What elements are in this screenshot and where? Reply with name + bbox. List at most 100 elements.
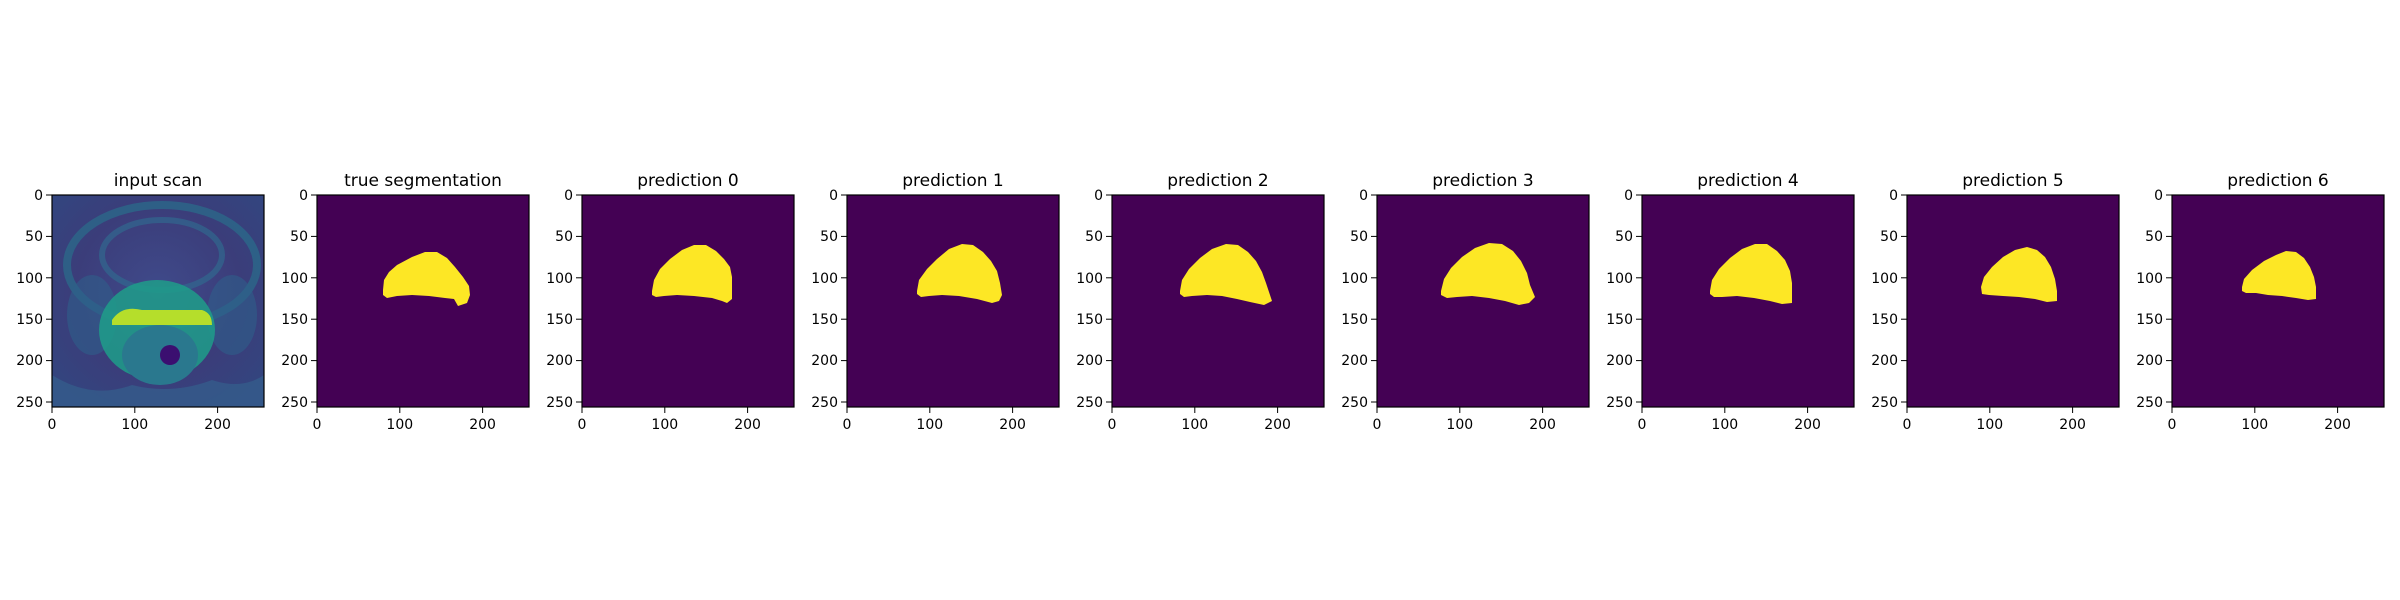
x-tick-label: 100	[386, 417, 413, 433]
x-tick-label: 0	[48, 417, 57, 433]
y-tick-label: 0	[299, 188, 308, 204]
y-tick-label: 200	[1606, 353, 1633, 369]
y-tick-label: 50	[290, 229, 308, 245]
mask-background	[582, 195, 794, 407]
x-tick-label: 100	[1446, 417, 1473, 433]
x-tick-label: 0	[1108, 417, 1117, 433]
y-axis: 0 50 100 150 200 250	[281, 188, 317, 411]
y-tick-label: 0	[1094, 188, 1103, 204]
y-tick-label: 200	[1076, 353, 1103, 369]
y-tick-label: 0	[1889, 188, 1898, 204]
x-tick-label: 200	[2324, 417, 2351, 433]
x-tick-label: 200	[1264, 417, 1291, 433]
y-tick-label: 150	[2136, 312, 2163, 328]
y-tick-label: 200	[1871, 353, 1898, 369]
y-tick-label: 200	[2136, 353, 2163, 369]
y-tick-label: 150	[281, 312, 308, 328]
x-tick-label: 100	[2241, 417, 2268, 433]
mask-region	[383, 252, 470, 306]
x-tick-label: 100	[1181, 417, 1208, 433]
panel-title: prediction 1	[902, 171, 1004, 191]
y-tick-label: 200	[16, 353, 43, 369]
mask-region	[1710, 244, 1792, 304]
y-tick-label: 0	[1359, 188, 1368, 204]
y-axis: 0 50 100 150 200 250	[1076, 188, 1112, 411]
y-tick-label: 250	[1606, 395, 1633, 411]
y-tick-label: 0	[2154, 188, 2163, 204]
y-axis: 0 50 100 150 200 250	[811, 188, 847, 411]
x-tick-label: 200	[1529, 417, 1556, 433]
mask-region	[917, 244, 1002, 303]
x-axis: 0 100 200	[1903, 407, 2086, 433]
y-tick-label: 200	[546, 353, 573, 369]
y-tick-label: 100	[2136, 271, 2163, 287]
panel-title: prediction 0	[637, 171, 739, 191]
mask-background	[2172, 195, 2384, 407]
x-tick-label: 200	[204, 417, 231, 433]
panel-title: true segmentation	[344, 171, 502, 191]
x-axis: 0 100 200	[1373, 407, 1556, 433]
y-tick-label: 50	[2145, 229, 2163, 245]
panel-title: prediction 2	[1167, 171, 1269, 191]
x-tick-label: 200	[734, 417, 761, 433]
y-tick-label: 100	[1871, 271, 1898, 287]
mask-region	[2242, 251, 2316, 300]
panel-prediction-5: prediction 5 0 100 200 0 50 100 150 200 …	[1871, 171, 2120, 433]
panel-prediction-0: prediction 0 0 100 200 0 50 100 150 200 …	[546, 171, 795, 433]
y-tick-label: 250	[16, 395, 43, 411]
y-tick-label: 250	[1341, 395, 1368, 411]
x-axis: 0 100 200	[578, 407, 761, 433]
y-axis: 0 50 100 150 200 250	[546, 188, 582, 411]
y-tick-label: 50	[555, 229, 573, 245]
x-tick-label: 0	[313, 417, 322, 433]
y-tick-label: 150	[16, 312, 43, 328]
y-tick-label: 150	[1871, 312, 1898, 328]
y-tick-label: 200	[1341, 353, 1368, 369]
y-tick-label: 50	[1350, 229, 1368, 245]
panel-title: input scan	[114, 171, 203, 191]
panel-prediction-6: prediction 6 0 100 200 0 50 100 150 200 …	[2136, 171, 2385, 433]
panel-title: prediction 6	[2227, 171, 2329, 191]
x-tick-label: 200	[1794, 417, 1821, 433]
panel-true-segmentation: true segmentation 0 100 200 0 50 100 150…	[281, 171, 530, 433]
y-tick-label: 250	[546, 395, 573, 411]
y-tick-label: 250	[2136, 395, 2163, 411]
panel-title: prediction 3	[1432, 171, 1534, 191]
y-tick-label: 100	[1341, 271, 1368, 287]
y-tick-label: 100	[811, 271, 838, 287]
y-tick-label: 100	[546, 271, 573, 287]
y-tick-label: 50	[1615, 229, 1633, 245]
y-tick-label: 150	[1606, 312, 1633, 328]
y-tick-label: 0	[829, 188, 838, 204]
x-axis: 0 100 200	[2168, 407, 2351, 433]
x-tick-label: 100	[1976, 417, 2003, 433]
panel-title: prediction 4	[1697, 171, 1799, 191]
x-tick-label: 0	[843, 417, 852, 433]
scan-image	[52, 195, 264, 407]
y-tick-label: 150	[811, 312, 838, 328]
mask-background	[317, 195, 529, 407]
y-tick-label: 200	[281, 353, 308, 369]
x-axis: 0 100 200	[1108, 407, 1291, 433]
y-axis: 0 50 100 150 200 250	[1871, 188, 1907, 411]
x-tick-label: 0	[1903, 417, 1912, 433]
panel-prediction-2: prediction 2 0 100 200 0 50 100 150 200 …	[1076, 171, 1325, 433]
y-tick-label: 100	[1606, 271, 1633, 287]
y-tick-label: 150	[1341, 312, 1368, 328]
x-axis: 0 100 200	[843, 407, 1026, 433]
panel-prediction-4: prediction 4 0 100 200 0 50 100 150 200 …	[1606, 171, 1855, 433]
y-axis: 0 50 100 150 200 250	[16, 188, 52, 411]
panel-title: prediction 5	[1962, 171, 2064, 191]
y-tick-label: 100	[1076, 271, 1103, 287]
mask-region	[1441, 243, 1535, 305]
y-tick-label: 50	[1880, 229, 1898, 245]
panel-input-scan: input scan 0 100 200	[16, 171, 265, 433]
y-tick-label: 0	[564, 188, 573, 204]
y-tick-label: 100	[16, 271, 43, 287]
x-tick-label: 100	[916, 417, 943, 433]
y-tick-label: 150	[1076, 312, 1103, 328]
y-tick-label: 200	[811, 353, 838, 369]
x-tick-label: 0	[1373, 417, 1382, 433]
x-tick-label: 200	[2059, 417, 2086, 433]
y-tick-label: 250	[811, 395, 838, 411]
